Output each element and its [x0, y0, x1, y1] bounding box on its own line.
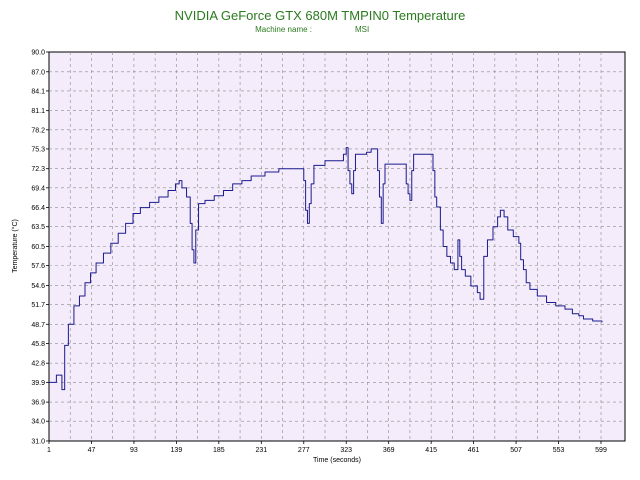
x-axis-title: Time (seconds) [313, 457, 361, 464]
series-line-0 [49, 147, 603, 391]
y-tick-label: 36.9 [31, 400, 45, 407]
x-tick-label: 93 [130, 447, 138, 454]
x-tick-labels: 1 47 93 139 185 231 277 323 369 415 461 507 553 599 [47, 447, 607, 454]
y-tick-label: 87.0 [31, 69, 45, 76]
y-tick-label: 39.9 [31, 380, 45, 387]
y-tick-label: 78.2 [31, 127, 45, 134]
y-tick-label: 69.4 [31, 185, 45, 192]
x-tick-label: 415 [425, 447, 437, 454]
chart-subtitle-label: Machine name : [255, 25, 312, 34]
x-tick-label: 231 [255, 447, 267, 454]
y-tick-label: 51.7 [31, 302, 45, 309]
y-tick-label: 54.6 [31, 283, 45, 290]
x-tick-label: 553 [553, 447, 565, 454]
x-tick-label: 1 [47, 447, 51, 454]
x-tick-label: 185 [213, 447, 225, 454]
x-tick-label: 47 [88, 447, 96, 454]
y-tick-label: 66.4 [31, 205, 45, 212]
y-tick-label: 48.7 [31, 322, 45, 329]
chart-title: NVIDIA GeForce GTX 680M TMPIN0 Temperatu… [175, 8, 466, 23]
y-tick-label: 81.1 [31, 108, 45, 115]
y-tick-label: 72.3 [31, 166, 45, 173]
y-tick-label: 57.6 [31, 263, 45, 270]
x-tick-label: 507 [510, 447, 522, 454]
y-tick-label: 63.5 [31, 224, 45, 231]
y-tick-label: 75.3 [31, 146, 45, 153]
grid-lines [46, 51, 625, 444]
y-tick-label: 90.0 [31, 50, 45, 57]
y-tick-label: 60.5 [31, 244, 45, 251]
x-tick-label: 369 [383, 447, 395, 454]
y-tick-label: 45.8 [31, 341, 45, 348]
x-tick-label: 277 [298, 447, 310, 454]
x-tick-label: 323 [340, 447, 352, 454]
chart-subtitle-value: MSI [355, 25, 369, 34]
x-tick-label: 599 [595, 447, 607, 454]
x-tick-label: 461 [468, 447, 480, 454]
series-layer [49, 147, 603, 391]
y-tick-label: 34.0 [31, 419, 45, 426]
y-tick-label: 84.1 [31, 88, 45, 95]
y-tick-labels: 31.0 34.0 36.9 39.9 42.8 45.8 48.7 51.7 54.6 57.6… [31, 50, 45, 446]
y-tick-label: 31.0 [31, 439, 45, 446]
y-tick-label: 42.8 [31, 361, 45, 368]
x-tick-label: 139 [171, 447, 183, 454]
y-axis-title: Temperature (°C) [11, 219, 19, 273]
